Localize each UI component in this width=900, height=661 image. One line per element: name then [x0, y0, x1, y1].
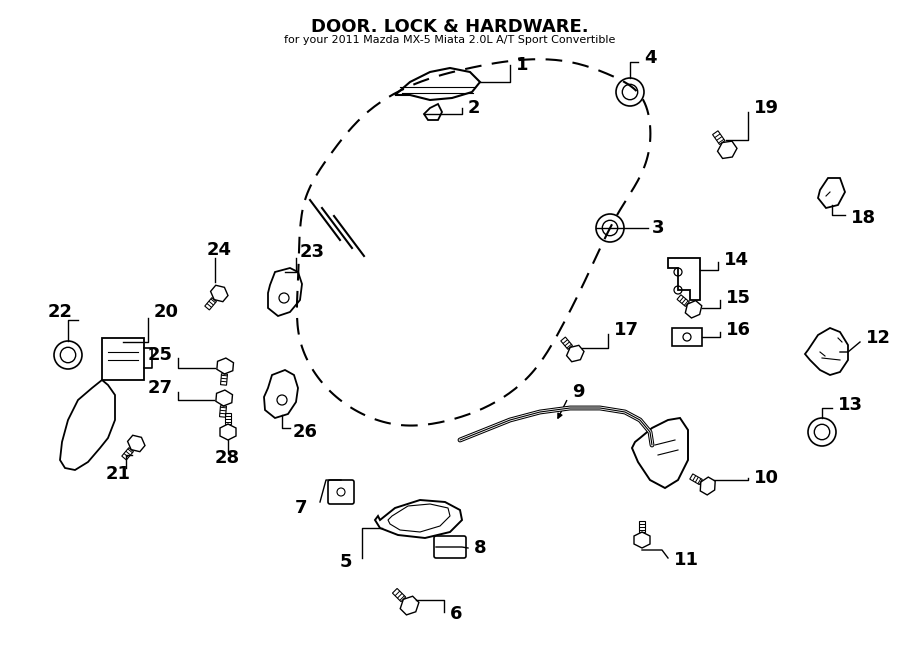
Text: 2: 2 — [468, 99, 481, 117]
Text: 18: 18 — [851, 209, 876, 227]
Text: 15: 15 — [726, 289, 751, 307]
Text: 12: 12 — [866, 329, 891, 347]
Text: 20: 20 — [154, 303, 179, 321]
Text: 1: 1 — [516, 56, 528, 74]
Text: 3: 3 — [652, 219, 664, 237]
Text: 6: 6 — [450, 605, 463, 623]
Bar — [672, 328, 702, 346]
Bar — [102, 338, 144, 380]
Text: 9: 9 — [572, 383, 584, 401]
Text: DOOR. LOCK & HARDWARE.: DOOR. LOCK & HARDWARE. — [311, 18, 589, 36]
Text: 27: 27 — [148, 379, 173, 397]
Text: 25: 25 — [148, 346, 173, 364]
Text: 11: 11 — [674, 551, 699, 569]
Text: 16: 16 — [726, 321, 751, 339]
Text: 13: 13 — [838, 396, 863, 414]
Text: for your 2011 Mazda MX-5 Miata 2.0L A/T Sport Convertible: for your 2011 Mazda MX-5 Miata 2.0L A/T … — [284, 35, 616, 45]
Text: 7: 7 — [295, 499, 308, 517]
Text: 28: 28 — [215, 449, 240, 467]
Text: 21: 21 — [106, 465, 131, 483]
Text: 24: 24 — [207, 241, 232, 259]
Text: 10: 10 — [754, 469, 779, 487]
Text: 19: 19 — [754, 99, 779, 117]
Text: 8: 8 — [474, 539, 487, 557]
Text: 23: 23 — [300, 243, 325, 261]
Text: 26: 26 — [293, 423, 318, 441]
Text: 17: 17 — [614, 321, 639, 339]
Text: 14: 14 — [724, 251, 749, 269]
Text: 5: 5 — [340, 553, 353, 571]
Text: 22: 22 — [48, 303, 73, 321]
Text: 4: 4 — [644, 49, 656, 67]
